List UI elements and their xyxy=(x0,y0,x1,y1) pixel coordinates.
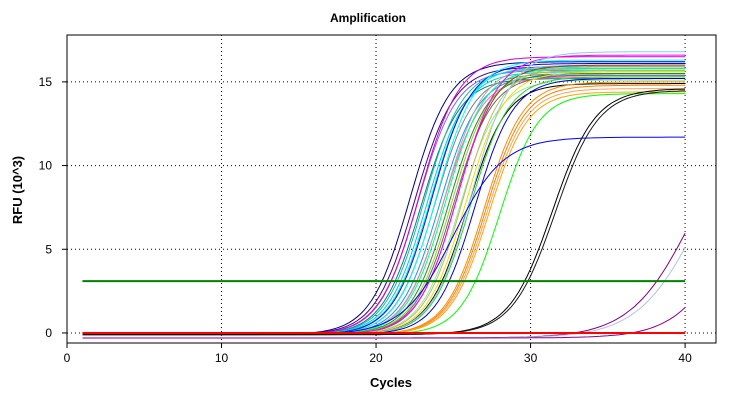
x-tick-label: 40 xyxy=(678,351,692,365)
y-axis-label: RFU (10^3) xyxy=(10,156,25,224)
grid-lines xyxy=(67,35,716,343)
reference-lines xyxy=(82,280,686,334)
series-layer xyxy=(82,51,686,339)
y-tick-label: 15 xyxy=(39,75,53,89)
amplification-curve xyxy=(82,93,686,336)
y-tick-label: 0 xyxy=(45,326,52,340)
amplification-curve xyxy=(82,63,686,336)
amplification-curve xyxy=(82,307,686,339)
amplification-curve xyxy=(82,56,686,336)
axis-ticks: 0 10 20 30 40 0 5 10 15 xyxy=(39,75,692,365)
amplification-curve xyxy=(82,91,686,336)
amplification-curve xyxy=(82,54,686,336)
amplification-curve xyxy=(82,59,686,336)
x-axis-label: Cycles xyxy=(370,375,412,390)
amplification-curve xyxy=(82,84,686,336)
x-tick-label: 0 xyxy=(64,351,71,365)
amplification-curve xyxy=(82,90,686,336)
y-tick-label: 10 xyxy=(39,159,53,173)
amplification-curve xyxy=(82,61,686,336)
x-tick-label: 10 xyxy=(215,351,229,365)
amplification-curve xyxy=(82,88,686,336)
x-tick-label: 20 xyxy=(369,351,383,365)
plot-frame xyxy=(66,34,717,344)
chart-title: Amplification xyxy=(330,11,406,25)
amplification-curve xyxy=(82,51,686,336)
y-tick-label: 5 xyxy=(45,242,52,256)
amplification-curve xyxy=(82,83,686,336)
x-tick-label: 30 xyxy=(524,351,538,365)
amplification-curve xyxy=(82,88,686,336)
